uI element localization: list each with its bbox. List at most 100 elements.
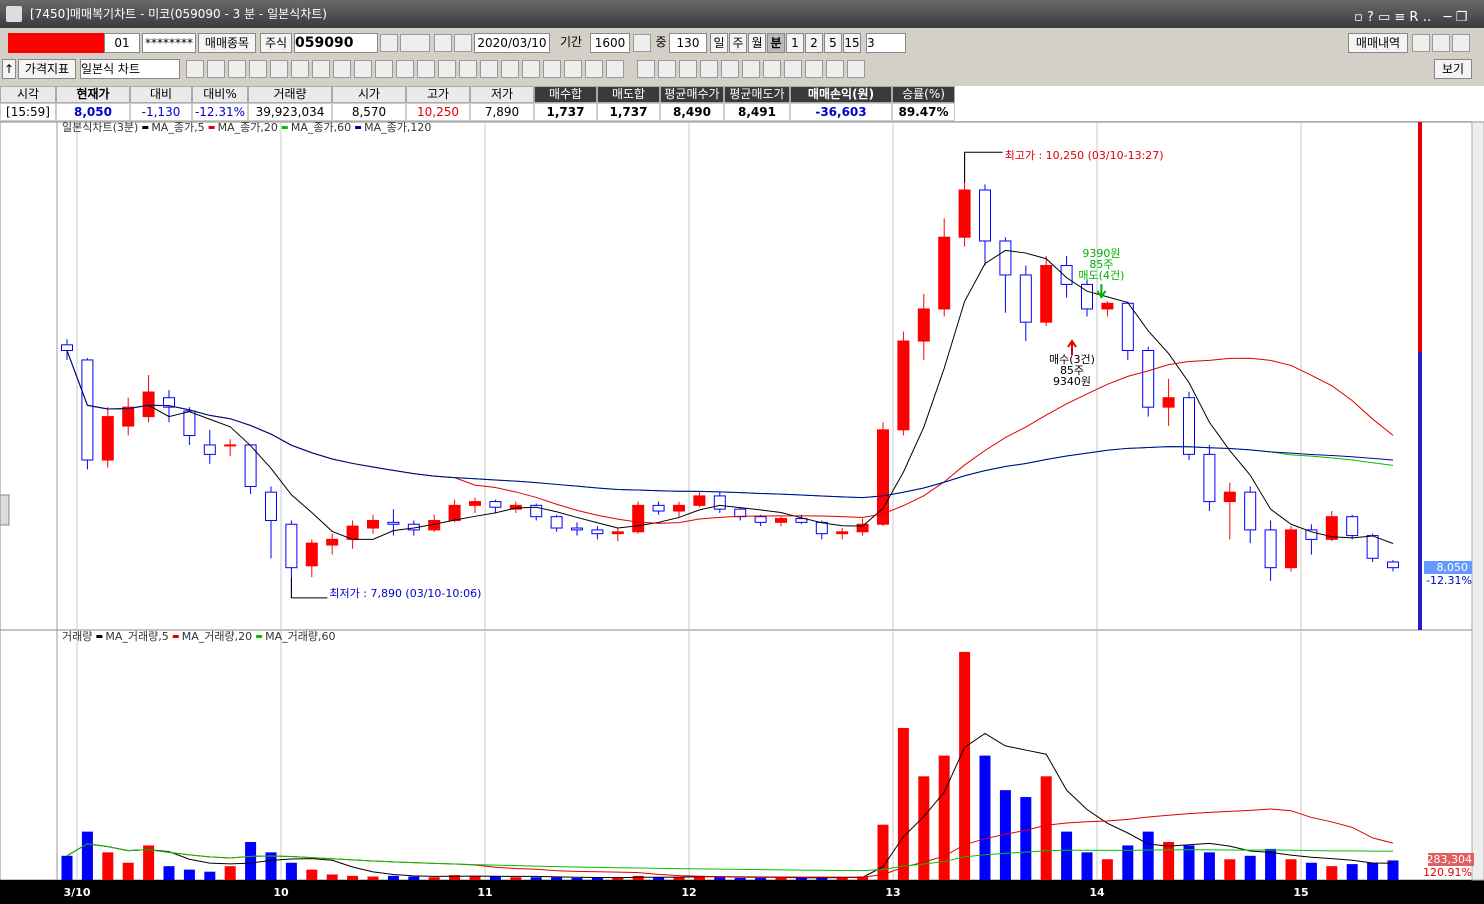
tool-button[interactable] xyxy=(658,60,676,78)
volume-bar xyxy=(326,874,338,880)
interval-button[interactable]: 주 xyxy=(729,33,747,53)
tool-button[interactable] xyxy=(721,60,739,78)
search-button[interactable] xyxy=(380,34,398,52)
volume-bar xyxy=(795,877,807,880)
interval-button[interactable]: 일 xyxy=(710,33,728,53)
volume-bar xyxy=(959,651,971,880)
tool-button[interactable] xyxy=(480,60,498,78)
tool-button[interactable] xyxy=(637,60,655,78)
volume-ma-line xyxy=(66,843,1394,872)
next-button[interactable] xyxy=(434,34,452,52)
password[interactable]: ******** xyxy=(142,33,196,53)
buy-arrow xyxy=(1067,339,1077,355)
tool-button[interactable] xyxy=(501,60,519,78)
volume-bar xyxy=(938,755,950,880)
sort-button[interactable] xyxy=(400,34,430,52)
chart-style[interactable]: 일본식 차트 xyxy=(80,59,180,79)
tool-button[interactable] xyxy=(585,60,603,78)
quote-header: 매매손익(원) xyxy=(790,86,892,103)
low-note: 최저가 : 7,890 (03/10-10:06) xyxy=(329,587,481,600)
tool-button[interactable] xyxy=(207,60,225,78)
prev-button[interactable] xyxy=(454,34,472,52)
x-tick-label: 3/10 xyxy=(64,886,91,899)
mid-label: 중 xyxy=(655,35,667,49)
candle-body xyxy=(673,504,685,512)
tool-button[interactable] xyxy=(186,60,204,78)
tool-button[interactable] xyxy=(228,60,246,78)
drawing-tools xyxy=(186,59,886,79)
mid-input[interactable]: 130 xyxy=(669,33,707,53)
tool-button[interactable] xyxy=(312,60,330,78)
trades-button[interactable]: 매매내역 xyxy=(1348,33,1408,53)
volume-bar xyxy=(1305,862,1317,880)
period-input[interactable]: 1600 xyxy=(590,33,630,53)
legend-entry: MA_종가,20 xyxy=(218,121,278,134)
tool-button[interactable] xyxy=(700,60,718,78)
tool-button[interactable] xyxy=(459,60,477,78)
tool-button[interactable] xyxy=(826,60,844,78)
candle-body xyxy=(1244,491,1257,531)
tool-button[interactable] xyxy=(291,60,309,78)
candle-body xyxy=(1142,350,1155,408)
market[interactable]: 주식 xyxy=(260,33,292,53)
tool-button[interactable] xyxy=(564,60,582,78)
interval-input[interactable]: 3 xyxy=(866,33,906,53)
volume-bar xyxy=(1203,852,1215,880)
quote-header: 매수합 xyxy=(534,86,597,103)
tool-button[interactable] xyxy=(606,60,624,78)
volume-bar xyxy=(836,877,848,880)
tool-button[interactable] xyxy=(438,60,456,78)
quote-value: 10,250 xyxy=(406,103,470,121)
sell-note: 9390원 xyxy=(1082,247,1120,260)
candle-body xyxy=(856,523,869,533)
tool-button[interactable] xyxy=(784,60,802,78)
candle-body xyxy=(734,508,747,518)
last-price: 8,050 xyxy=(1437,561,1469,574)
volume-bar xyxy=(204,871,216,880)
candle-body xyxy=(530,504,543,518)
code-input[interactable]: 059090 xyxy=(294,33,378,53)
account[interactable]: 01 xyxy=(104,33,140,53)
tool-button[interactable] xyxy=(396,60,414,78)
legend-entry: MA_종가,5 xyxy=(151,121,204,134)
tool-button[interactable] xyxy=(249,60,267,78)
interval-button[interactable]: 분 xyxy=(767,33,785,53)
volume-bar xyxy=(1285,859,1297,880)
tool-button[interactable] xyxy=(805,60,823,78)
volume-bar xyxy=(1040,776,1052,880)
zoom-button[interactable] xyxy=(633,34,651,52)
legend-swatch xyxy=(96,635,103,638)
tool-button[interactable] xyxy=(270,60,288,78)
trade-item-button[interactable]: 매매종목 xyxy=(198,33,256,53)
volume-bar xyxy=(1163,841,1175,880)
tool-button[interactable] xyxy=(375,60,393,78)
view-button[interactable]: 보기 xyxy=(1434,59,1472,79)
interval-button[interactable]: 1 xyxy=(786,33,804,53)
quote-value: -12.31% xyxy=(192,103,248,121)
tool-button[interactable] xyxy=(763,60,781,78)
save-button[interactable] xyxy=(1432,34,1450,52)
interval-button[interactable]: 15 xyxy=(843,33,861,53)
tool-button[interactable] xyxy=(522,60,540,78)
price-ma-line xyxy=(66,350,1394,499)
interval-button[interactable]: 5 xyxy=(824,33,842,53)
tool-button[interactable] xyxy=(847,60,865,78)
date-input[interactable]: 2020/03/10 xyxy=(474,33,550,53)
candle-body xyxy=(265,491,277,521)
tool-button[interactable] xyxy=(354,60,372,78)
up-button[interactable]: ↑ xyxy=(2,59,16,79)
indicator-button[interactable]: 가격지표 xyxy=(18,59,76,79)
tool-button[interactable] xyxy=(543,60,561,78)
volume-bar xyxy=(61,855,73,880)
candle-body xyxy=(1019,274,1032,323)
open-button[interactable] xyxy=(1412,34,1430,52)
volume-bar xyxy=(143,845,155,880)
interval-button[interactable]: 2 xyxy=(805,33,823,53)
tool-button[interactable] xyxy=(679,60,697,78)
tool-button[interactable] xyxy=(333,60,351,78)
tool-button[interactable] xyxy=(417,60,435,78)
interval-button[interactable]: 월 xyxy=(748,33,766,53)
settings-button[interactable] xyxy=(1452,34,1470,52)
candle-body xyxy=(61,344,73,352)
tool-button[interactable] xyxy=(742,60,760,78)
